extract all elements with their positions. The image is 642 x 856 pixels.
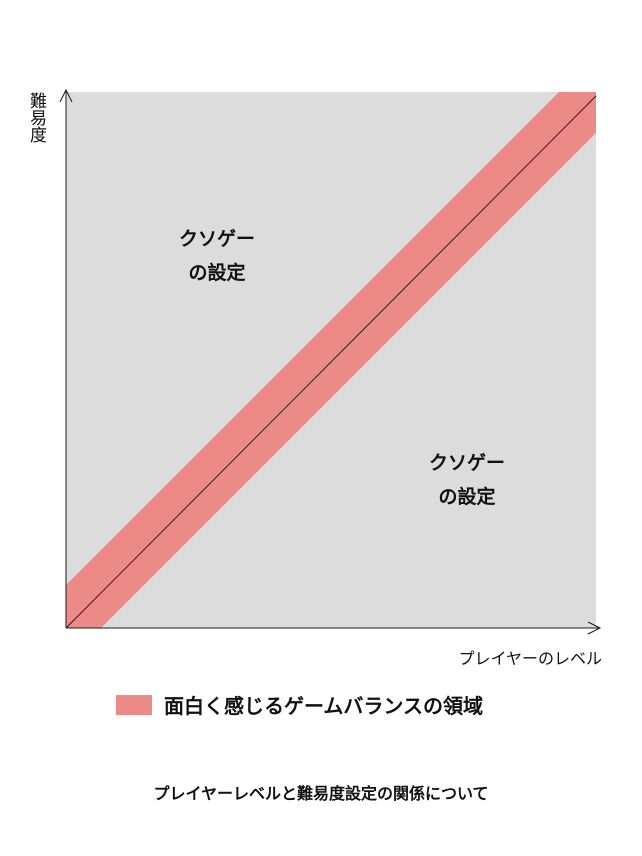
- legend-label: 面白く感じるゲームバランスの領域: [164, 694, 483, 718]
- region-label-line: クソゲー: [428, 452, 505, 474]
- x-axis-label: プレイヤーのレベル: [458, 649, 602, 668]
- x-axis-arrowhead: [587, 621, 602, 635]
- y-axis-label: 難易度: [26, 92, 46, 143]
- diagonal-line: [65, 95, 597, 629]
- region-label-line: の設定: [438, 486, 496, 508]
- region-label-lower-right: クソゲー の設定: [392, 446, 542, 514]
- fun-balance-band: [66, 92, 596, 628]
- region-label-line: の設定: [188, 262, 246, 284]
- y-axis-arrowhead: [59, 88, 73, 103]
- region-label-line: クソゲー: [178, 228, 255, 250]
- diagram-caption: プレイヤーレベルと難易度設定の関係について: [153, 784, 489, 803]
- legend-swatch: [116, 694, 152, 715]
- region-label-upper-left: クソゲー の設定: [142, 222, 292, 290]
- legend: 面白く感じるゲームバランスの領域: [116, 690, 483, 719]
